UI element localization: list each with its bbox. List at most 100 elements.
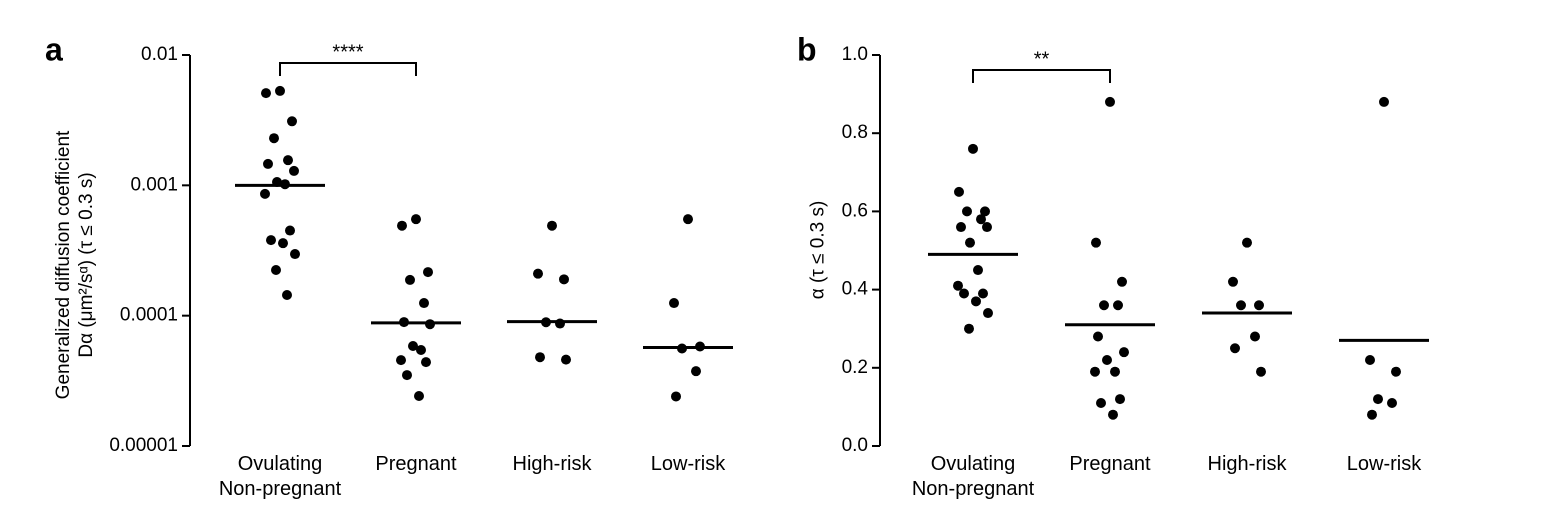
data-point (1093, 331, 1103, 342)
data-point (1090, 366, 1100, 377)
y-axis-label: α (τ ≤ 0.3 s) (807, 200, 829, 300)
data-point (1256, 366, 1266, 377)
data-point (1228, 276, 1238, 287)
data-point (1254, 300, 1264, 311)
data-point (1117, 276, 1127, 287)
data-point (419, 298, 429, 309)
data-point (397, 220, 407, 231)
data-point (1373, 394, 1383, 405)
data-point (260, 188, 270, 199)
x-tick-label: Ovulating Non-pregnant (218, 453, 342, 500)
data-point (956, 222, 966, 233)
data-point (971, 296, 981, 307)
significance-label: ** (1034, 48, 1050, 70)
x-tick-label: Pregnant (1069, 453, 1151, 475)
data-point (561, 354, 571, 365)
y-tick-label: 0.4 (842, 279, 869, 300)
data-point (405, 274, 415, 285)
data-point (671, 391, 681, 402)
data-point (1379, 96, 1389, 107)
panel-letter: b (797, 31, 817, 67)
x-tick-label: Low-risk (1346, 453, 1422, 475)
data-point (1367, 409, 1377, 420)
data-point (683, 214, 693, 225)
y-tick-label: 0.6 (842, 200, 868, 221)
x-tick-label: Ovulating Non-pregnant (911, 453, 1035, 500)
x-tick-label: Pregnant (375, 453, 457, 475)
data-point (1230, 343, 1240, 354)
data-point (1236, 300, 1246, 311)
data-point (954, 186, 964, 197)
data-point (275, 85, 285, 96)
data-point (416, 345, 426, 356)
data-point (691, 366, 701, 377)
data-point (1096, 397, 1106, 408)
x-tick-label: High-risk (1207, 453, 1287, 475)
data-point (547, 220, 557, 231)
data-point (1102, 354, 1112, 365)
y-tick-label: 0.0 (842, 435, 868, 456)
data-point (964, 323, 974, 334)
y-tick-label: 0.01 (141, 44, 178, 65)
data-point (983, 308, 993, 319)
data-point (421, 357, 431, 368)
data-point (261, 88, 271, 99)
data-point (1250, 331, 1260, 342)
data-point (953, 280, 963, 291)
data-point (982, 222, 992, 233)
data-point (287, 116, 297, 127)
data-point (559, 274, 569, 285)
data-point (980, 206, 990, 217)
data-point (535, 352, 545, 363)
data-point (290, 249, 300, 260)
y-axis-label: Generalized diffusion coefficient Dα (μm… (53, 130, 97, 400)
data-point (411, 214, 421, 225)
data-point (408, 341, 418, 352)
y-tick-label: 0.001 (130, 174, 178, 195)
data-point (555, 318, 565, 329)
data-point (1108, 409, 1118, 420)
y-tick-label: 0.8 (842, 122, 868, 143)
data-point (283, 155, 293, 166)
data-point (968, 143, 978, 154)
data-point (1110, 366, 1120, 377)
y-tick-label: 0.2 (842, 357, 868, 378)
y-tick-label: 0.00001 (109, 435, 178, 456)
data-point (1387, 397, 1397, 408)
data-point (414, 390, 424, 401)
data-point (1099, 300, 1109, 311)
x-tick-label: Low-risk (650, 453, 726, 475)
panel-letter: a (45, 31, 63, 67)
data-point (1091, 237, 1101, 248)
significance-label: **** (332, 41, 363, 63)
data-point (976, 214, 986, 225)
data-point (978, 288, 988, 299)
data-point (533, 268, 543, 279)
data-point (1391, 366, 1401, 377)
data-point (263, 158, 273, 169)
significance-bracket (972, 69, 1111, 83)
data-point (1115, 394, 1125, 405)
data-point (669, 298, 679, 309)
data-point (1119, 347, 1129, 358)
significance-bracket (279, 62, 417, 76)
data-point (282, 290, 292, 301)
data-point (271, 265, 281, 276)
data-point (423, 267, 433, 278)
data-point (285, 225, 295, 236)
data-point (959, 288, 969, 299)
data-point (269, 133, 279, 144)
data-point (402, 370, 412, 381)
data-point (962, 206, 972, 217)
data-point (1365, 354, 1375, 365)
data-point (278, 238, 288, 249)
data-point (965, 237, 975, 248)
y-tick-label: 0.0001 (120, 305, 178, 326)
data-point (289, 165, 299, 176)
data-point (396, 355, 406, 366)
data-point (1242, 237, 1252, 248)
x-tick-label: High-risk (512, 453, 592, 475)
data-point (266, 235, 276, 246)
